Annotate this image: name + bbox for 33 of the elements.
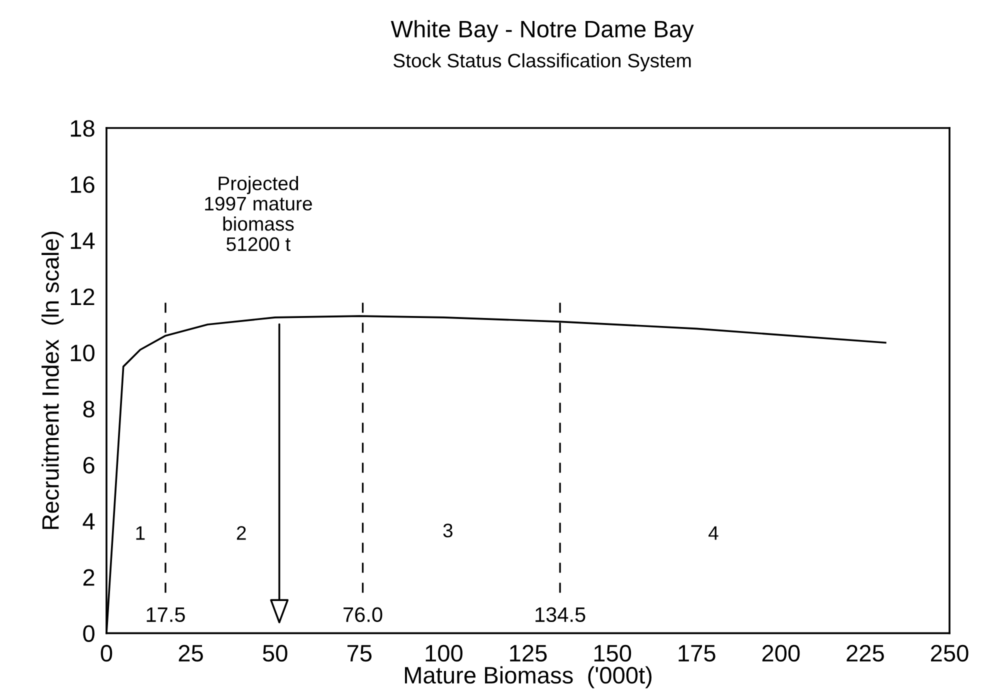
x-tick-label: 250 (931, 644, 968, 662)
y-tick-label: 8 (83, 400, 94, 418)
annotation: 3 (443, 524, 452, 538)
annotation: 4 (708, 526, 718, 540)
x-tick-label: 225 (846, 644, 884, 662)
y-tick-label: 6 (83, 456, 94, 474)
chart-subtitle: Stock Status Classification System (394, 53, 691, 72)
y-tick-label: 16 (70, 176, 94, 193)
x-tick-label: 150 (594, 644, 632, 662)
chart-title: White Bay - Notre Dame Bay (390, 20, 694, 42)
x-axis-title: Mature Biomass ('000t) (405, 666, 652, 688)
annotation: 2 (236, 526, 246, 540)
annotation: Projected 1997 mature biomass 51200 t (205, 176, 312, 252)
x-tick-label: 100 (426, 644, 462, 662)
ref-line-label: 134.5 (536, 607, 586, 622)
annotation: 1 (136, 526, 145, 540)
y-tick-label: 2 (83, 569, 94, 586)
x-tick-label: 0 (100, 644, 112, 662)
y-tick-label: 18 (70, 120, 94, 137)
y-tick-label: 10 (70, 344, 94, 362)
y-tick-label: 14 (70, 232, 95, 249)
x-tick-label: 75 (347, 645, 372, 662)
ref-line-label: 17.5 (146, 608, 185, 622)
x-tick-label: 125 (510, 644, 547, 662)
y-tick-label: 4 (82, 513, 95, 530)
x-tick-label: 50 (262, 644, 288, 662)
y-tick-label: 12 (70, 288, 94, 305)
x-tick-label: 175 (678, 645, 716, 662)
ref-line-label: 76.0 (344, 607, 382, 622)
y-axis-title: Recruitment Index (ln scale) (42, 232, 64, 529)
y-tick-label: 0 (83, 625, 94, 642)
x-tick-label: 25 (178, 644, 203, 662)
x-tick-label: 200 (762, 644, 800, 662)
